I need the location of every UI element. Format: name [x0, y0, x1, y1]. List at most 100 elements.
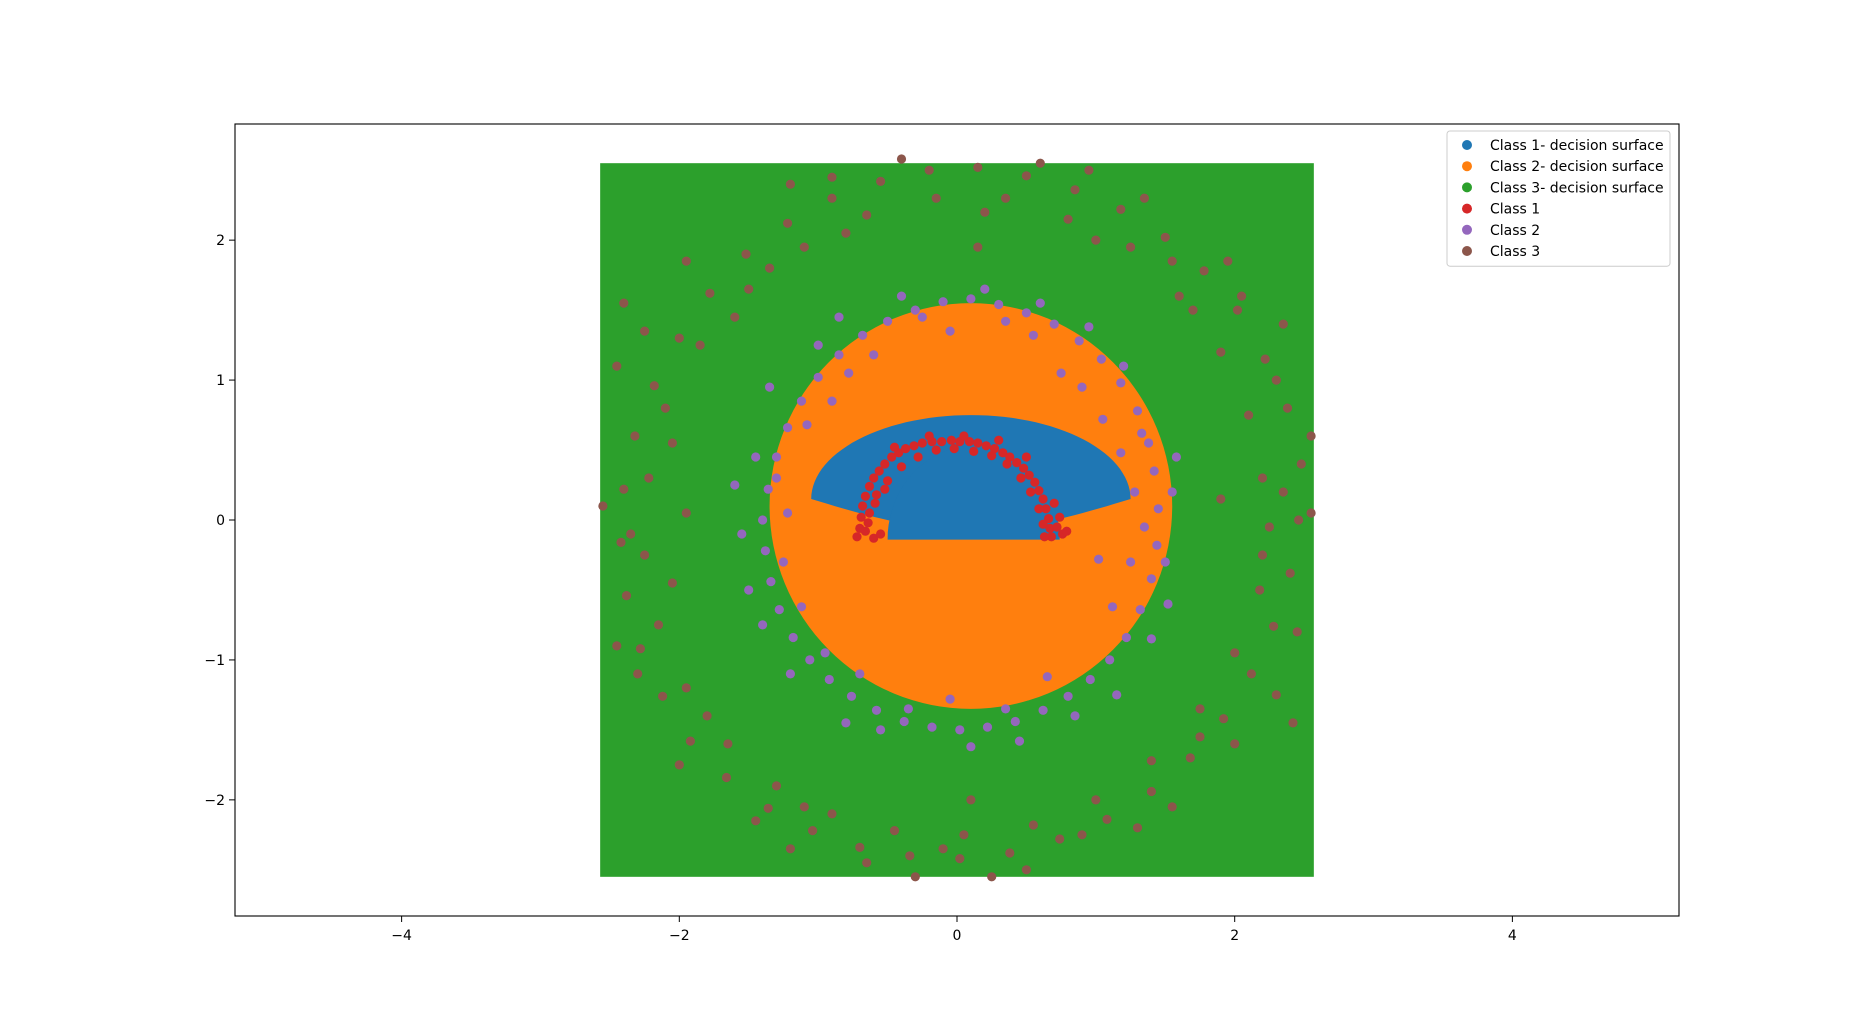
class3-point — [658, 691, 668, 701]
class3-point — [924, 165, 934, 175]
x-tick-label: −4 — [391, 928, 412, 944]
class1-point — [994, 435, 1004, 445]
class2-point — [1112, 690, 1122, 700]
class1-point — [1016, 473, 1026, 483]
class1-point — [887, 452, 897, 462]
class3-point — [1237, 291, 1247, 301]
class2-point — [824, 674, 834, 685]
class2-point — [1116, 378, 1126, 388]
class3-point — [973, 162, 983, 172]
class3-point — [987, 872, 997, 882]
class3-point — [1185, 753, 1195, 763]
class3-point — [827, 172, 837, 182]
x-tick-label: −2 — [669, 928, 690, 944]
class3-point — [799, 242, 809, 252]
class2-point — [858, 330, 868, 340]
class2-point — [1063, 691, 1073, 701]
class3-point — [783, 218, 793, 228]
legend-marker — [1462, 224, 1472, 235]
class2-point — [982, 722, 993, 732]
class2-point — [1035, 298, 1045, 308]
class2-point — [1056, 368, 1066, 378]
class3-point — [905, 851, 915, 861]
legend-marker — [1462, 182, 1472, 193]
class3-point — [667, 578, 678, 588]
class3-point — [862, 858, 872, 868]
class2-point — [1001, 316, 1011, 326]
class2-point — [1085, 674, 1095, 685]
class1-point — [869, 473, 879, 483]
class2-point — [802, 420, 812, 430]
class3-point — [1055, 834, 1065, 844]
class3-point — [1021, 865, 1031, 875]
class3-point — [681, 683, 691, 693]
class2-point — [910, 305, 920, 315]
class3-point — [1257, 550, 1268, 560]
class3-point — [721, 772, 732, 783]
class1-point — [874, 466, 884, 476]
class2-point — [1010, 716, 1020, 727]
class1-point — [1034, 486, 1044, 496]
class3-point — [1271, 375, 1281, 385]
class3-point — [1102, 814, 1112, 825]
class3-point — [1167, 256, 1177, 266]
class1-point — [876, 529, 886, 539]
class2-point — [805, 655, 815, 665]
class2-point — [788, 632, 798, 643]
class2-point — [1014, 736, 1025, 746]
class2-point — [796, 396, 807, 406]
class2-point — [917, 312, 927, 322]
y-tick-label: 1 — [216, 373, 225, 389]
class1-point — [931, 445, 941, 455]
class3-point — [640, 326, 650, 336]
class3-point — [612, 641, 622, 651]
class2-point — [758, 515, 768, 525]
class1-point — [864, 481, 875, 491]
class3-point — [1282, 403, 1293, 413]
class1-point — [1019, 463, 1029, 473]
class2-point — [855, 669, 865, 679]
class3-point — [1230, 739, 1240, 749]
class2-point — [846, 691, 857, 701]
class3-point — [1001, 193, 1011, 203]
class3-point — [1271, 690, 1281, 700]
class2-point — [778, 557, 789, 567]
class1-point — [1062, 526, 1072, 536]
class2-point — [1074, 336, 1084, 346]
class1-point — [1002, 459, 1012, 469]
class3-point — [1126, 242, 1136, 252]
legend-label: Class 2 — [1490, 223, 1540, 239]
class1-point — [852, 532, 862, 542]
class2-point — [1070, 711, 1080, 721]
class3-point — [1216, 347, 1226, 357]
class3-point — [1028, 820, 1038, 830]
class1-point — [1024, 470, 1034, 480]
x-tick-label: 0 — [953, 928, 962, 944]
class1-point — [998, 448, 1008, 458]
class3-point — [1188, 305, 1198, 315]
legend-label: Class 3- decision surface — [1490, 180, 1664, 196]
class2-point — [737, 529, 747, 539]
class2-point — [758, 620, 768, 630]
legend-box — [1446, 130, 1671, 267]
class3-point — [1306, 431, 1316, 441]
class3-point — [862, 210, 872, 220]
class2-point — [771, 473, 782, 483]
class2-point — [1160, 557, 1170, 567]
class3-point — [827, 193, 837, 203]
class3-point — [973, 242, 983, 252]
class1-point — [880, 459, 890, 469]
class3-point — [955, 854, 965, 864]
class3-point — [626, 529, 636, 539]
class2-point — [980, 284, 990, 294]
class1-decision-region-core — [887, 445, 1060, 540]
class1-point — [909, 441, 919, 451]
class1-point — [973, 438, 983, 448]
legend-marker — [1462, 140, 1472, 150]
class3-point — [1084, 165, 1094, 175]
class3-point — [1244, 410, 1254, 420]
class3-point — [633, 669, 643, 679]
class3-point — [855, 842, 865, 853]
class2-point — [796, 602, 807, 612]
class2-point — [899, 716, 909, 727]
